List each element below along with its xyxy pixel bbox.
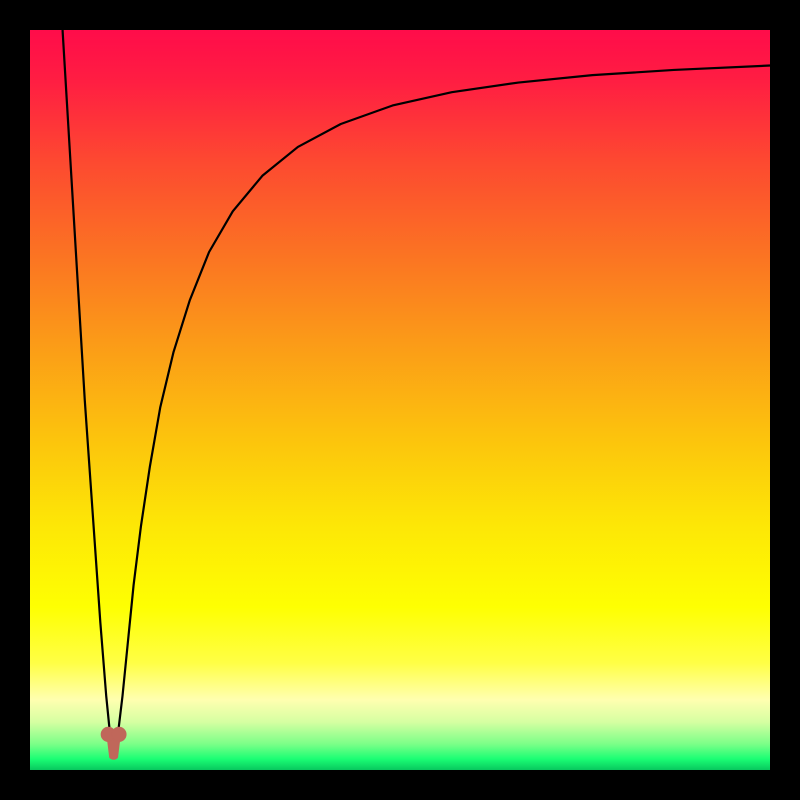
frame-border-bottom xyxy=(0,770,800,800)
gradient-background xyxy=(30,30,770,770)
frame-border-top xyxy=(0,0,800,30)
frame-border-right xyxy=(770,0,800,800)
bottleneck-chart xyxy=(0,0,800,800)
frame-border-left xyxy=(0,0,30,800)
